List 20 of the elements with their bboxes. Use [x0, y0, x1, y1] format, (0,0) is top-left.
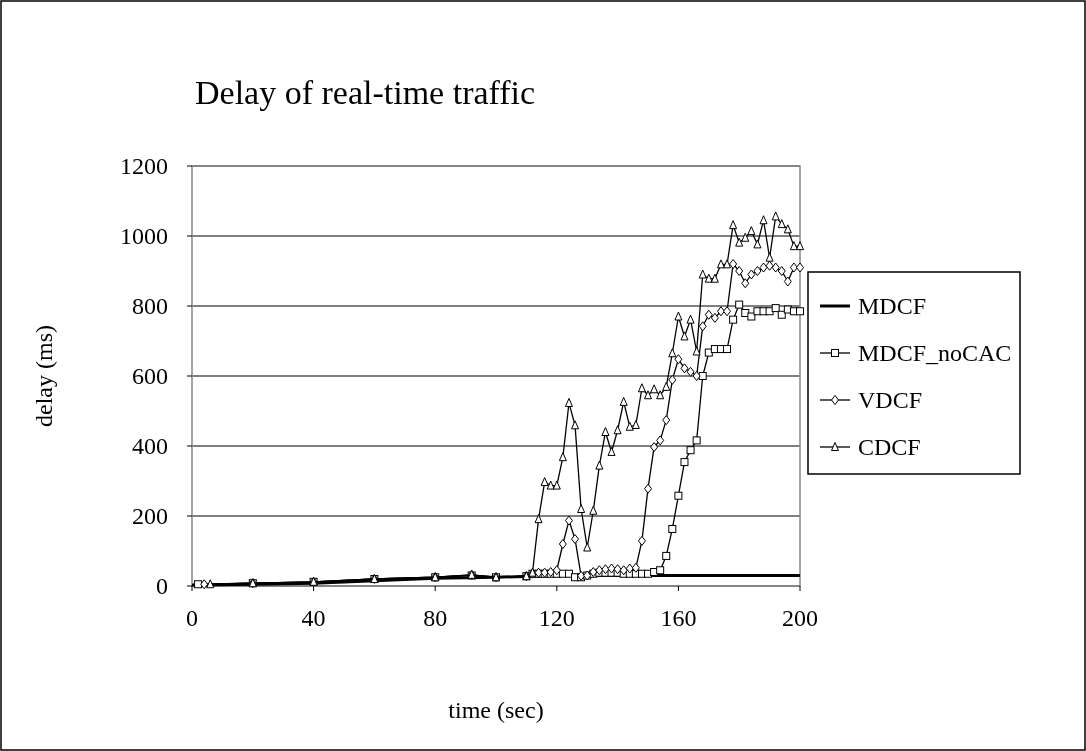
legend-label: MDCF: [858, 293, 927, 320]
legend-label: VDCF: [858, 387, 923, 414]
x-tick-label: 120: [538, 605, 575, 631]
x-tick-label: 0: [186, 605, 198, 631]
x-axis-title: time (sec): [448, 697, 544, 723]
legend-label: MDCF_noCAC: [858, 340, 1012, 367]
y-tick-label: 1000: [120, 223, 168, 250]
y-tick-label: 200: [132, 503, 168, 530]
y-tick-label: 600: [132, 363, 168, 390]
y-tick-label: 0: [156, 573, 168, 600]
y-tick-label: 800: [132, 293, 168, 320]
y-tick-label: 1200: [120, 153, 168, 180]
chart-title: Delay of real-time traffic: [195, 74, 536, 111]
x-tick-label: 80: [423, 605, 448, 631]
x-tick-label: 200: [782, 605, 818, 631]
legend-label: CDCF: [858, 434, 921, 461]
x-tick-label: 160: [660, 605, 697, 631]
y-tick-label: 400: [132, 433, 168, 460]
x-tick-label: 40: [301, 605, 326, 631]
y-axis-title: delay (ms): [31, 325, 57, 427]
